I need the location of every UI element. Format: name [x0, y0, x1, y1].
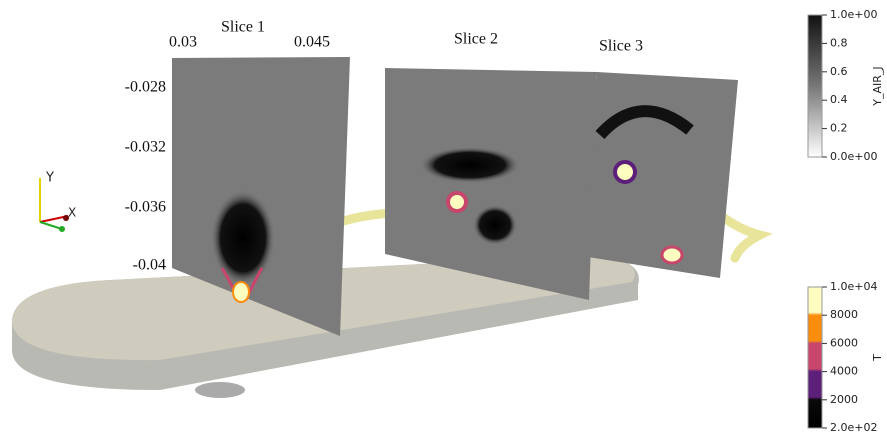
colorbar-label: 0.4: [830, 93, 848, 106]
orientation-axes: Y X: [40, 171, 76, 233]
colorbar-label: 1.0e+00: [830, 8, 877, 21]
axis-label: -0.028: [125, 79, 166, 96]
slice-title: Slice 3: [599, 38, 643, 55]
colorbar-label: 6000: [830, 336, 858, 349]
colorbar: [808, 15, 822, 157]
colorbar: [808, 287, 822, 428]
colorbar-title: Y_AIR_J: [871, 66, 884, 106]
slice-3: [588, 72, 738, 278]
colorbar-label: 0.0e+00: [830, 150, 877, 163]
axis-label: 0.03: [169, 34, 197, 51]
colorbar-label: 0.2: [830, 122, 848, 135]
axis-label: Y: [45, 171, 54, 186]
colorbar-label: 2.0e+02: [830, 421, 877, 434]
axis-label: -0.036: [125, 199, 166, 216]
colorbar-label: 0.6: [830, 65, 848, 78]
colorbar-label: 8000: [830, 308, 858, 321]
colorbar-label: 1.0e+04: [830, 280, 877, 293]
axis-label: -0.032: [125, 139, 166, 156]
slice-title: Slice 1: [221, 19, 265, 36]
colorbar-label: 2000: [830, 393, 858, 406]
colorbar-title: T: [871, 354, 884, 362]
axis-label: X: [68, 206, 76, 220]
axis-label: -0.04: [133, 257, 166, 274]
colorbar-label: 4000: [830, 365, 858, 378]
render-view: Slice 1 Slice 2 Slice 3 0.03 0.045 -0.02…: [0, 0, 887, 436]
axis-label: 0.045: [294, 34, 330, 51]
slice-title: Slice 2: [454, 31, 498, 48]
colorbar-label: 0.8: [830, 36, 848, 49]
